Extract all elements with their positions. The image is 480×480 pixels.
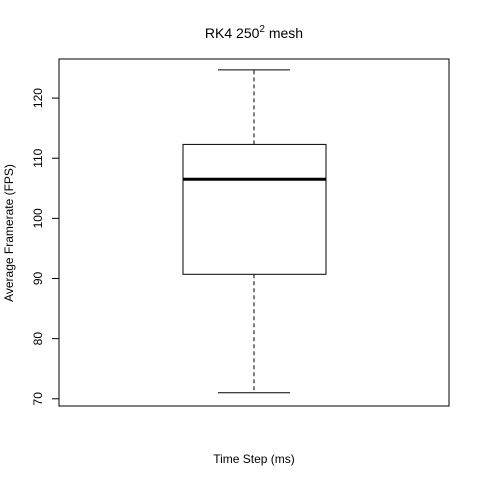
x-axis-label: Time Step (ms) — [213, 452, 295, 466]
y-tick-label: 100 — [31, 208, 45, 228]
y-axis: 70 80 90 100 110 120 — [31, 88, 60, 406]
interquartile-box — [182, 143, 327, 275]
chart-title-suffix: mesh — [265, 25, 303, 41]
y-tick-label: 70 — [31, 392, 45, 406]
chart-title-superscript: 2 — [259, 24, 265, 35]
chart-title-prefix: RK4 250 — [205, 25, 260, 41]
y-tick-label: 90 — [31, 272, 45, 286]
chart-title: RK4 2502 mesh — [205, 24, 303, 41]
box-plot — [182, 69, 327, 394]
y-tick-label: 120 — [31, 88, 45, 108]
y-tick-label: 80 — [31, 332, 45, 346]
y-axis-label: Average Framerate (FPS) — [2, 164, 16, 302]
y-tick-label: 110 — [31, 148, 45, 167]
